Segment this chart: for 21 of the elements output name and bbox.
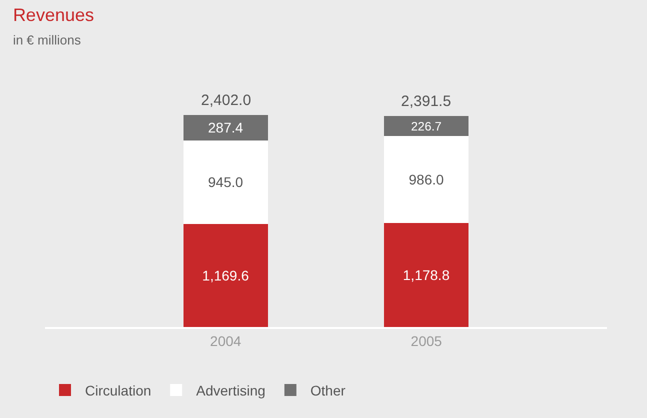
bar — [183, 140, 268, 224]
data-label: 226.7 — [410, 119, 442, 134]
total-label: 2,391.5 — [401, 93, 452, 110]
bar — [384, 222, 469, 327]
data-label: 1,169.6 — [202, 267, 250, 284]
data-label: 1,178.8 — [402, 266, 450, 283]
data-label: 986.0 — [408, 171, 444, 188]
bar — [384, 136, 469, 223]
legend-label: Other — [310, 382, 346, 398]
chart-title: Revenues — [12, 4, 94, 25]
x-tick-label: 2005 — [410, 332, 442, 349]
bar — [183, 115, 268, 140]
chart-subtitle: in € millions — [12, 32, 82, 48]
legend-label: Advertising — [196, 382, 266, 398]
total-label: 2,402.0 — [201, 92, 252, 109]
x-tick-label: 2004 — [210, 332, 242, 349]
bar — [384, 116, 469, 136]
data-label: 945.0 — [208, 174, 244, 190]
data-label: 287.4 — [208, 120, 244, 136]
bar — [183, 224, 268, 327]
legend-label: Circulation — [85, 382, 152, 398]
